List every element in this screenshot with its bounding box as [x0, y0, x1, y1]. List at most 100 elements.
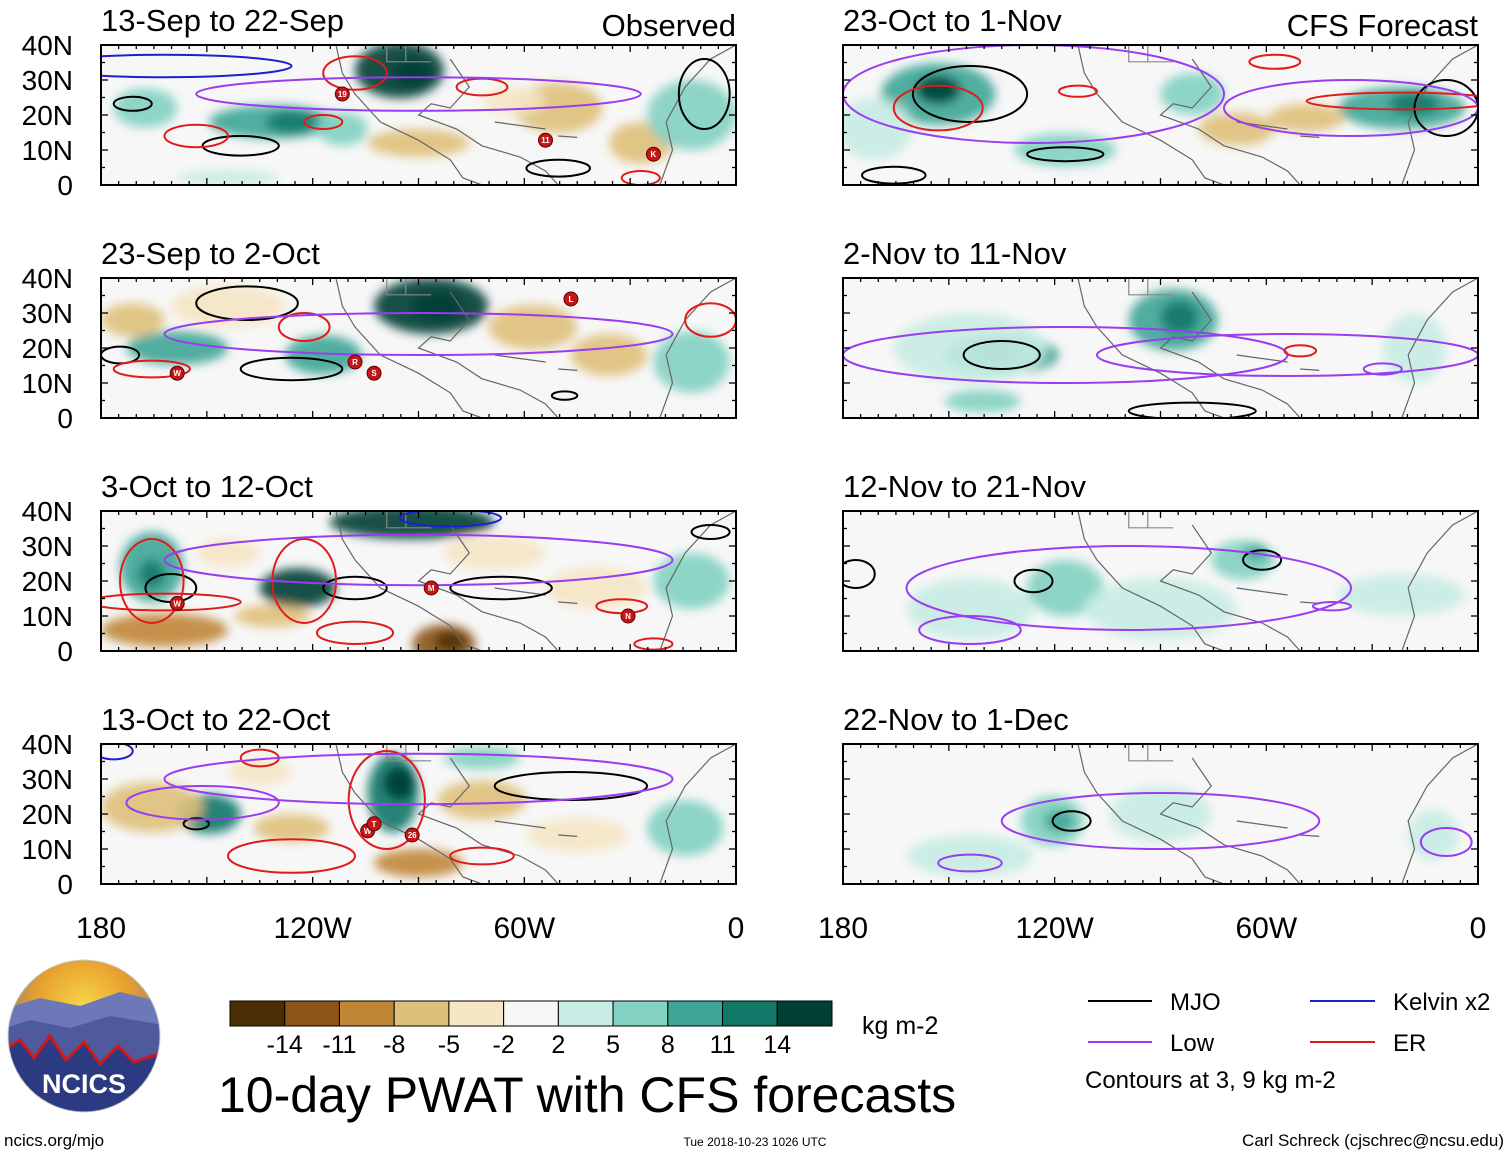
colorbar-swatch — [284, 1000, 340, 1027]
caribbean-islands — [494, 121, 578, 138]
storm-label: T — [372, 820, 377, 829]
colorbar-swatch — [503, 1000, 559, 1027]
storm-label: W — [173, 369, 181, 378]
pwat-anomaly — [383, 766, 416, 800]
pwat-field — [843, 511, 1478, 651]
pwat-anomaly — [1160, 300, 1199, 335]
pwat-anomaly — [944, 390, 1021, 413]
legend: MJO Kelvin x2 Low ER Contours at 3, 9 kg… — [1085, 989, 1490, 1094]
pwat-anomaly — [412, 292, 463, 320]
contour-line — [449, 846, 515, 866]
map-panel: W M N 3-Oct to 12-Oct 40N 30N 20N 10N 0 — [22, 469, 737, 667]
colorbar-tick-label: 5 — [606, 1031, 620, 1059]
caribbean-islands — [1236, 820, 1320, 837]
contour-line — [125, 785, 280, 821]
americas-east-coast — [1159, 58, 1301, 185]
latitude-label: 40N — [22, 30, 73, 61]
colorbar-tick-label: -14 — [267, 1031, 303, 1059]
africa-coast — [1401, 278, 1478, 418]
pwat-anomaly — [329, 511, 495, 539]
pwat-anomaly — [906, 835, 1034, 877]
panel-title: 23-Sep to 2-Oct — [101, 236, 320, 271]
colorbar-swatch — [612, 1000, 669, 1027]
map-panel: 2-Nov to 11-Nov — [842, 236, 1479, 419]
africa-coast — [1401, 511, 1478, 651]
latitude-label: 40N — [22, 263, 73, 294]
colorbar-tick-label: -2 — [493, 1031, 515, 1059]
longitude-label: 120W — [273, 912, 352, 945]
axis-ticks — [842, 743, 1479, 885]
pwat-anomaly — [653, 553, 730, 609]
contour-line — [347, 750, 426, 850]
storm-label: W — [364, 827, 372, 836]
contours — [101, 53, 731, 185]
africa-coast — [659, 278, 736, 418]
main-title: 10-day PWAT with CFS forecasts — [218, 1067, 956, 1123]
coastlines — [1077, 744, 1478, 884]
panel-title: 23-Oct to 1-Nov — [843, 3, 1062, 38]
contour-line — [937, 853, 1003, 873]
storm-label: W — [173, 599, 181, 608]
panel-title: 13-Oct to 22-Oct — [101, 702, 331, 737]
latitude-label: 0 — [57, 170, 73, 201]
contour-line — [633, 637, 674, 651]
storm-marker: 26 — [404, 827, 420, 843]
contour-line — [1057, 84, 1098, 98]
contour-line — [101, 744, 134, 761]
storm-marker: M — [423, 580, 439, 596]
contour-line — [195, 76, 642, 112]
contour-line — [892, 84, 984, 132]
contour-line — [398, 511, 503, 528]
latitude-label: 20N — [22, 566, 73, 597]
map-panel: 12-Nov to 21-Nov — [842, 469, 1479, 652]
pwat-anomaly — [1027, 560, 1104, 616]
footer-url[interactable]: ncics.org/mjo — [4, 1131, 104, 1150]
latitude-label: 30N — [22, 764, 73, 795]
latitude-label: 20N — [22, 100, 73, 131]
americas-east-coast — [1159, 757, 1301, 884]
storm-marker: K — [645, 146, 661, 162]
axis-ticks — [842, 277, 1479, 419]
axis-ticks — [842, 510, 1479, 652]
pwat-anomaly — [101, 613, 228, 647]
pwat-field: W R S L — [101, 278, 736, 418]
contour-line — [1223, 79, 1478, 137]
americas-west-coast — [335, 278, 483, 418]
map-panel: WT 26 13-Oct to 22-Oct 40N 30N 20N 10N 0 — [22, 702, 737, 900]
storm-marker: R — [347, 354, 363, 370]
storm-label: S — [371, 369, 377, 378]
contour-line — [861, 165, 927, 185]
colorbar-tick-label: -8 — [383, 1031, 405, 1059]
pwat-anomaly — [177, 169, 279, 185]
contour-line — [911, 65, 1029, 123]
caribbean-islands — [494, 587, 578, 604]
pwat-anomaly — [259, 568, 336, 608]
pwat-anomaly — [1268, 103, 1345, 132]
contour-line — [227, 838, 356, 874]
contour-line — [119, 538, 185, 624]
contour-line — [163, 533, 674, 587]
legend-note: Contours at 3, 9 kg m-2 — [1085, 1067, 1336, 1094]
pwat-anomaly — [1408, 809, 1459, 861]
latitude-label: 0 — [57, 403, 73, 434]
contour-line — [1127, 401, 1257, 418]
colorbar-tick-label: 2 — [551, 1031, 565, 1059]
map-panel: 23-Oct to 1-Nov — [842, 3, 1479, 186]
pwat-anomaly — [126, 331, 228, 365]
map-panel: 22-Nov to 1-Dec — [842, 702, 1479, 885]
pwat-field — [843, 744, 1478, 884]
contour-line — [449, 575, 553, 601]
colorbar-swatch — [338, 1000, 395, 1027]
contour-line — [1419, 827, 1473, 857]
colorbar: -14 -11 -8 -5 -2 2 5 8 11 14 — [229, 1000, 833, 1059]
caribbean-islands — [494, 354, 578, 371]
storm-label: 11 — [541, 136, 550, 145]
latitude-label: 30N — [22, 65, 73, 96]
africa-coast — [1401, 45, 1478, 185]
storm-marker: L — [563, 291, 579, 307]
pwat-field: W M N — [101, 511, 736, 651]
pwat-field: 19 11 K — [101, 45, 736, 185]
contour-line — [163, 123, 229, 149]
contour-line — [163, 312, 674, 356]
